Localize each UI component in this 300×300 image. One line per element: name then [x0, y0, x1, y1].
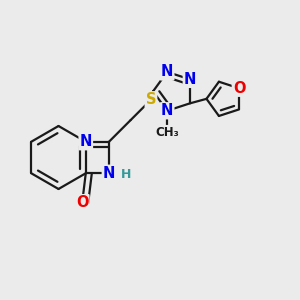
Text: O: O	[76, 195, 88, 210]
Text: H: H	[121, 168, 132, 181]
Text: N: N	[184, 72, 196, 87]
Text: N: N	[161, 103, 173, 118]
Text: O: O	[233, 81, 245, 96]
Text: N: N	[161, 64, 173, 80]
Text: N: N	[80, 134, 92, 149]
Text: CH₃: CH₃	[155, 126, 179, 139]
Text: S: S	[146, 92, 156, 107]
Text: N: N	[103, 166, 115, 181]
